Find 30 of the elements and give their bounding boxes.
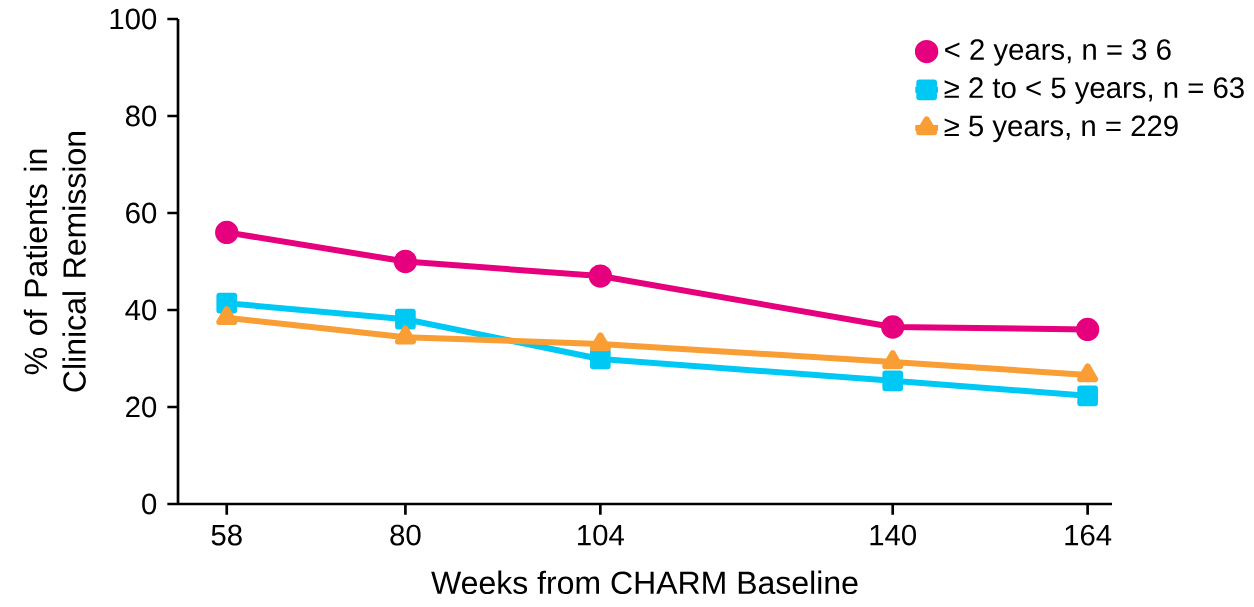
x-axis-title: Weeks from CHARM Baseline xyxy=(431,570,858,595)
x-tick-label: 104 xyxy=(578,524,624,546)
point xyxy=(882,370,904,392)
point xyxy=(394,325,416,345)
x-tick-label: 164 xyxy=(1065,524,1112,546)
legend-label: < 2 years, n = 3 6 xyxy=(945,39,1171,66)
point xyxy=(1075,317,1100,342)
x-tick-label: 58 xyxy=(211,524,242,546)
point xyxy=(590,348,611,370)
point xyxy=(395,308,416,330)
point xyxy=(882,350,904,370)
x-tick-label: 80 xyxy=(390,524,421,546)
point xyxy=(589,332,611,352)
point xyxy=(216,306,238,326)
legend-label: ≥ 5 years, n = 229 xyxy=(944,115,1178,143)
point xyxy=(881,315,905,339)
point xyxy=(1077,363,1099,383)
y-tick-label: 80 xyxy=(125,105,157,127)
x-tick-label: 140 xyxy=(870,524,917,546)
y-tick-label: 40 xyxy=(125,299,157,321)
point xyxy=(393,249,418,274)
y-tick-label: 20 xyxy=(126,396,157,418)
point xyxy=(215,220,239,245)
y-tick-label: 0 xyxy=(142,493,157,515)
point xyxy=(588,264,612,288)
y-tick-label: 100 xyxy=(110,8,157,30)
point xyxy=(1077,385,1098,407)
y-axis-title: % of Patients in Clinical Remission xyxy=(23,132,86,392)
y-tick-label: 60 xyxy=(126,202,157,224)
legend-label: ≥ 2 to < 5 years, n = 63 xyxy=(944,77,1244,104)
